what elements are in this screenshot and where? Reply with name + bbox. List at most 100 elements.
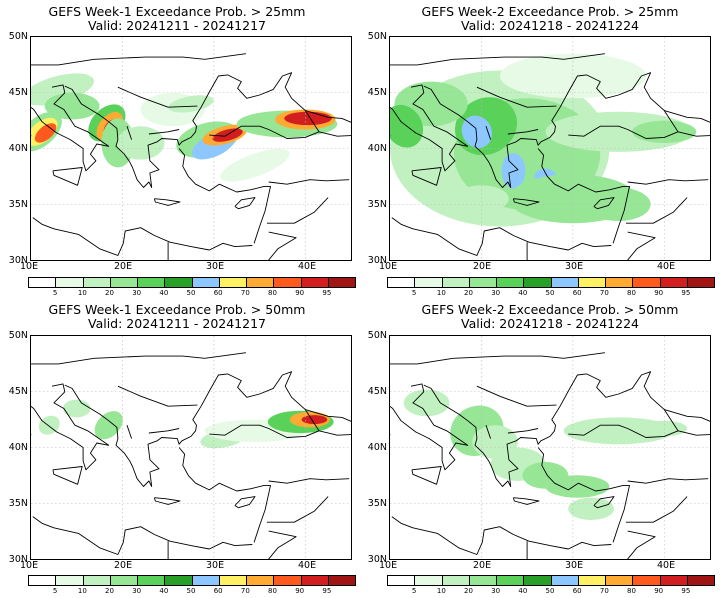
coastline xyxy=(126,425,133,439)
color-bar-label: 90 xyxy=(295,289,305,297)
color-bar-label: 70 xyxy=(599,587,609,595)
coastline xyxy=(677,430,710,436)
coastline xyxy=(305,409,351,422)
lat-label-50n: 50N xyxy=(367,330,387,341)
probability-map xyxy=(389,335,711,560)
coastline xyxy=(117,385,198,407)
lon-label-30e: 30E xyxy=(565,261,584,272)
map-canvas xyxy=(390,336,710,559)
coastline xyxy=(627,478,709,484)
color-bar-label: 40 xyxy=(518,289,528,297)
probability-region xyxy=(454,185,509,213)
probability-region xyxy=(461,115,493,149)
color-bar-label: 60 xyxy=(213,587,223,595)
coastline xyxy=(268,478,350,484)
coastline xyxy=(305,110,351,123)
coastline xyxy=(318,430,351,436)
color-bar-label: 5 xyxy=(411,587,417,595)
color-bar-swatch xyxy=(192,278,220,287)
coastline xyxy=(64,72,320,188)
color-bar-swatch xyxy=(660,278,688,287)
probability-shading xyxy=(38,399,334,449)
color-bar xyxy=(387,575,715,586)
color-bar-swatch xyxy=(219,576,247,585)
probability-map xyxy=(30,335,352,560)
coastline xyxy=(391,516,612,555)
color-bar-label: 95 xyxy=(681,289,691,297)
probability-shading xyxy=(390,53,697,227)
color-bar-swatch xyxy=(442,576,470,585)
color-bar-label: 5 xyxy=(411,289,417,297)
color-bar-swatch xyxy=(83,278,111,287)
coastline xyxy=(411,466,442,485)
color-bar-label: 20 xyxy=(464,289,473,297)
probability-region xyxy=(94,411,123,440)
lon-label-30e: 30E xyxy=(206,560,225,571)
color-bar-swatch xyxy=(415,576,443,585)
probability-region xyxy=(499,53,646,99)
coastline xyxy=(266,197,329,224)
lat-label-35n: 35N xyxy=(367,199,387,210)
color-bar xyxy=(28,277,356,288)
lon-label-10e: 10E xyxy=(20,261,39,272)
color-bar-label: 80 xyxy=(268,289,277,297)
color-bar-swatch xyxy=(274,576,302,585)
probability-region xyxy=(568,497,614,520)
color-bar-swatch xyxy=(687,278,714,287)
coastline xyxy=(627,179,709,185)
coastline xyxy=(411,167,442,186)
color-bar-swatch xyxy=(56,576,84,585)
lat-label-45n: 45N xyxy=(8,386,28,397)
color-bar-swatch xyxy=(497,278,525,287)
lon-label-10e: 10E xyxy=(379,261,398,272)
lat-label-35n: 35N xyxy=(367,498,387,509)
color-bar-label: 80 xyxy=(268,587,277,595)
coastline xyxy=(318,131,351,137)
color-bar-swatch xyxy=(165,278,193,287)
coastline xyxy=(268,231,297,260)
color-bar-swatch xyxy=(524,278,552,287)
color-bar xyxy=(387,277,715,288)
coastline xyxy=(148,129,180,135)
color-bar-label: 40 xyxy=(159,289,169,297)
coastlines xyxy=(390,53,710,260)
probability-region xyxy=(168,95,214,113)
color-bar-label: 50 xyxy=(545,587,555,595)
color-bar-swatch xyxy=(660,576,688,585)
color-bar-swatch xyxy=(388,576,416,585)
probability-map xyxy=(389,36,711,261)
coastline xyxy=(593,496,615,509)
lon-label-30e: 30E xyxy=(206,261,225,272)
color-bar-label: 30 xyxy=(491,289,501,297)
lat-label-35n: 35N xyxy=(8,199,28,210)
map-canvas xyxy=(31,336,351,559)
probability-region xyxy=(116,126,165,160)
lon-label-20e: 20E xyxy=(114,261,133,272)
color-bar-label: 40 xyxy=(518,587,528,595)
color-bar-swatch xyxy=(497,576,525,585)
color-bar-swatch xyxy=(247,278,275,287)
coastline xyxy=(234,197,256,210)
coastline xyxy=(52,167,83,186)
panel-valid-dates: Valid: 20241218 - 20241224 xyxy=(460,18,639,33)
coastlines xyxy=(31,352,351,559)
color-bar-label: 20 xyxy=(105,587,114,595)
color-bar-swatch xyxy=(415,278,443,287)
color-bar-label: 90 xyxy=(295,587,305,595)
color-bar-swatch xyxy=(301,576,329,585)
color-bar-swatch xyxy=(247,576,275,585)
color-bar-label: 80 xyxy=(627,587,636,595)
color-bar-swatch xyxy=(442,278,470,287)
lon-label-20e: 20E xyxy=(473,261,492,272)
color-bar-swatch xyxy=(469,576,497,585)
color-bar-label: 10 xyxy=(436,587,446,595)
lon-label-10e: 10E xyxy=(379,560,398,571)
coastline xyxy=(485,126,492,140)
lat-label-50n: 50N xyxy=(8,31,28,42)
coastline xyxy=(485,425,492,439)
lon-label-30e: 30E xyxy=(565,560,584,571)
lon-label-40e: 40E xyxy=(657,560,676,571)
panel-valid-dates: Valid: 20241211 - 20241217 xyxy=(87,18,266,33)
coastline xyxy=(266,496,329,523)
coastline xyxy=(153,497,181,505)
